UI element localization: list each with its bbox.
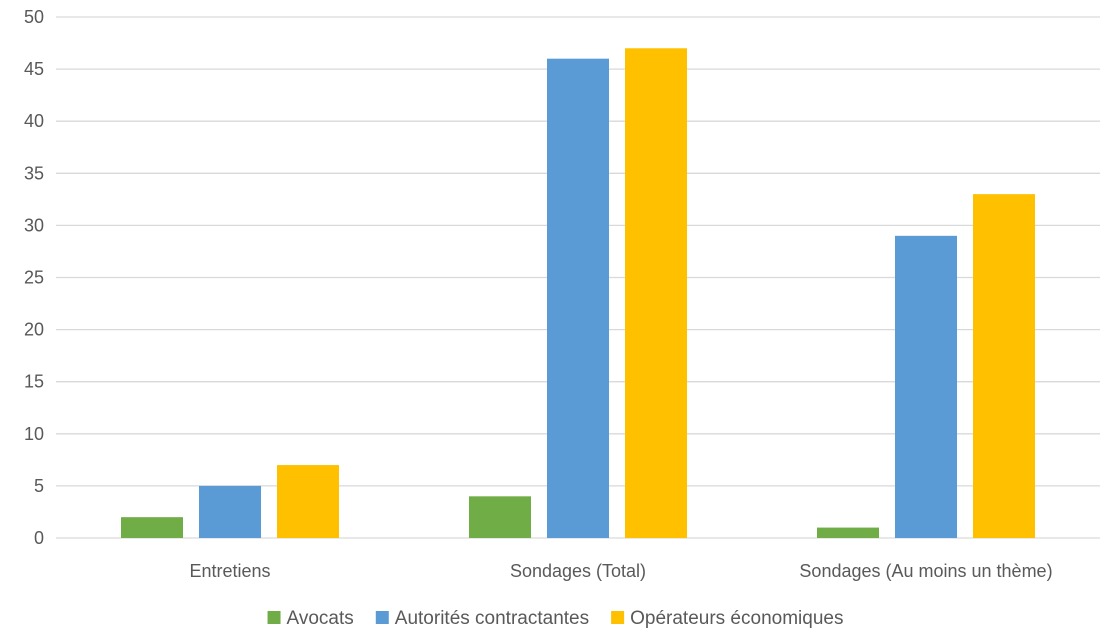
bar-operateurs-economiques-sondages-au-moins-un-theme [973,194,1035,538]
y-tick-label: 50 [24,7,44,27]
bar-autorites-contractantes-entretiens [199,485,261,538]
y-tick-label: 25 [24,268,44,288]
y-tick-label: 35 [24,163,44,183]
legend-item-avocats: Avocats [267,608,354,629]
legend-swatch-avocats [267,611,281,624]
x-category-label: Sondages (Au moins un thème) [799,561,1052,581]
y-axis-tick-labels: 0 5 10 15 20 25 30 35 40 45 50 [24,7,44,548]
y-tick-label: 45 [24,59,44,79]
legend-swatch-autorites-contractantes [375,611,389,624]
bar-avocats-entretiens [121,517,183,538]
y-tick-label: 20 [24,320,44,340]
bar-avocats-sondages-au-moins-un-theme [817,527,879,538]
legend-item-operateurs-economiques: Opérateurs économiques [611,608,843,629]
y-tick-label: 30 [24,215,44,235]
bar-autorites-contractantes-sondages-total [547,58,609,539]
legend-label: Opérateurs économiques [630,608,843,629]
legend-item-autorites-contractantes: Autorités contractantes [375,608,589,629]
x-category-label: Entretiens [189,561,270,581]
bar-operateurs-economiques-entretiens [277,465,339,538]
y-tick-label: 0 [34,528,44,548]
bars [121,48,1035,539]
bar-avocats-sondages-total [469,496,531,538]
bar-autorites-contractantes-sondages-au-moins-un-theme [895,235,957,538]
legend-swatch-operateurs-economiques [611,611,625,624]
y-tick-label: 5 [34,476,44,496]
bar-operateurs-economiques-sondages-total [625,48,687,538]
legend-label: Autorités contractantes [395,608,589,629]
x-category-label: Sondages (Total) [510,561,646,581]
legend: Avocats Autorités contractantes Opérateurs… [267,608,843,629]
y-tick-label: 15 [24,372,44,392]
y-tick-label: 40 [24,111,44,131]
y-tick-label: 10 [24,424,44,444]
legend-label: Avocats [287,608,354,629]
x-axis-category-labels: Entretiens Sondages (Total) Sondages (Au m… [189,561,1052,581]
